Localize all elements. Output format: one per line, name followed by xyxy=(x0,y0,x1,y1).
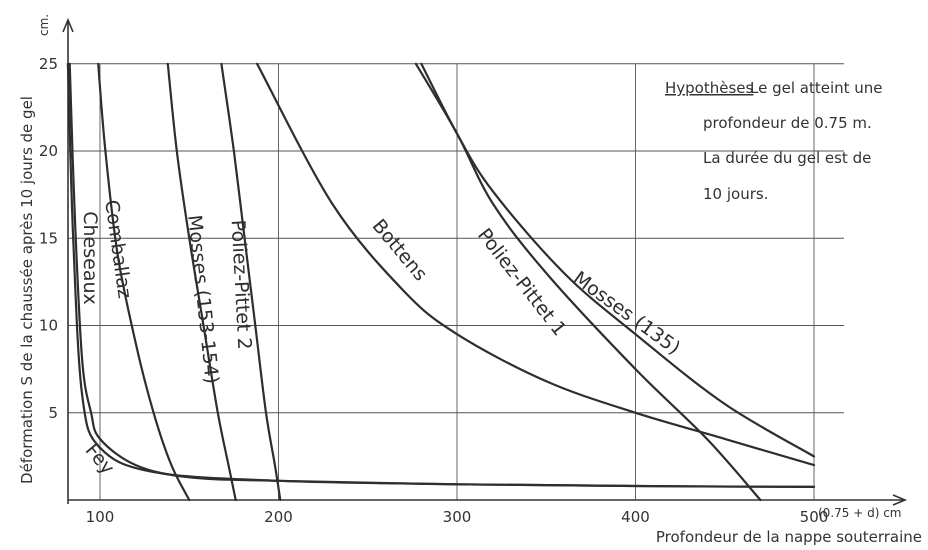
y-tick-label: 10 xyxy=(39,317,58,335)
x-tick-label: 100 xyxy=(86,508,115,526)
series-label-cheseaux: Cheseaux xyxy=(79,211,101,305)
series-line-comballaz xyxy=(97,62,191,502)
x-tick-label: 200 xyxy=(264,508,293,526)
x-tick-label: 300 xyxy=(443,508,472,526)
y-axis-arrow xyxy=(62,17,74,33)
series-line-mosses-153-154 xyxy=(166,62,237,502)
hypotheses-line-3: La durée du gel est de xyxy=(703,149,871,167)
x-tick-label: 500 xyxy=(800,508,829,526)
series-line-poliez-pittet-2 xyxy=(220,62,282,502)
series-label-fey: Fey xyxy=(81,439,119,478)
y-axis-unit: cm. xyxy=(37,14,51,36)
hypotheses-title: Hypothèses xyxy=(665,79,754,97)
x-tick-label: 400 xyxy=(621,508,650,526)
grid xyxy=(68,63,844,500)
series-labels: Fey Cheseaux Comballaz Mosses (153-154) Poli… xyxy=(79,198,684,478)
series-label-mosses-153-154: Mosses (153-154) xyxy=(183,214,223,385)
hypotheses-note: Hypothèses Le gel atteint une profondeur… xyxy=(665,79,883,203)
hypotheses-line-2: profondeur de 0.75 m. xyxy=(703,114,872,132)
x-axis-unit: (0.75 + d) cm xyxy=(818,506,901,520)
series-line-mosses-135 xyxy=(420,62,816,458)
hypotheses-line-1: Le gel atteint une xyxy=(750,79,883,97)
y-tick-label: 20 xyxy=(39,142,58,160)
y-axis-label: Déformation S de la chaussée après 10 jo… xyxy=(18,96,36,484)
tick-labels: 100 200 300 400 500 5 10 15 20 25 xyxy=(39,55,828,526)
series-label-poliez-pittet-2: Poliez-Pittet 2 xyxy=(227,219,256,350)
hypotheses-line-4: 10 jours. xyxy=(703,185,768,203)
y-tick-label: 25 xyxy=(39,55,58,73)
series-label-mosses-135: Mosses (135) xyxy=(569,267,684,359)
x-axis-arrow xyxy=(892,494,908,506)
series-lines xyxy=(66,62,816,502)
series-label-comballaz: Comballaz xyxy=(100,198,136,299)
y-tick-label: 5 xyxy=(48,404,58,422)
series-line-cheseaux xyxy=(68,62,816,488)
series-line-bottens xyxy=(256,62,816,467)
x-axis-label: Profondeur de la nappe souterraine xyxy=(656,528,922,546)
series-label-bottens: Bottens xyxy=(368,215,432,285)
y-tick-label: 15 xyxy=(39,229,58,247)
